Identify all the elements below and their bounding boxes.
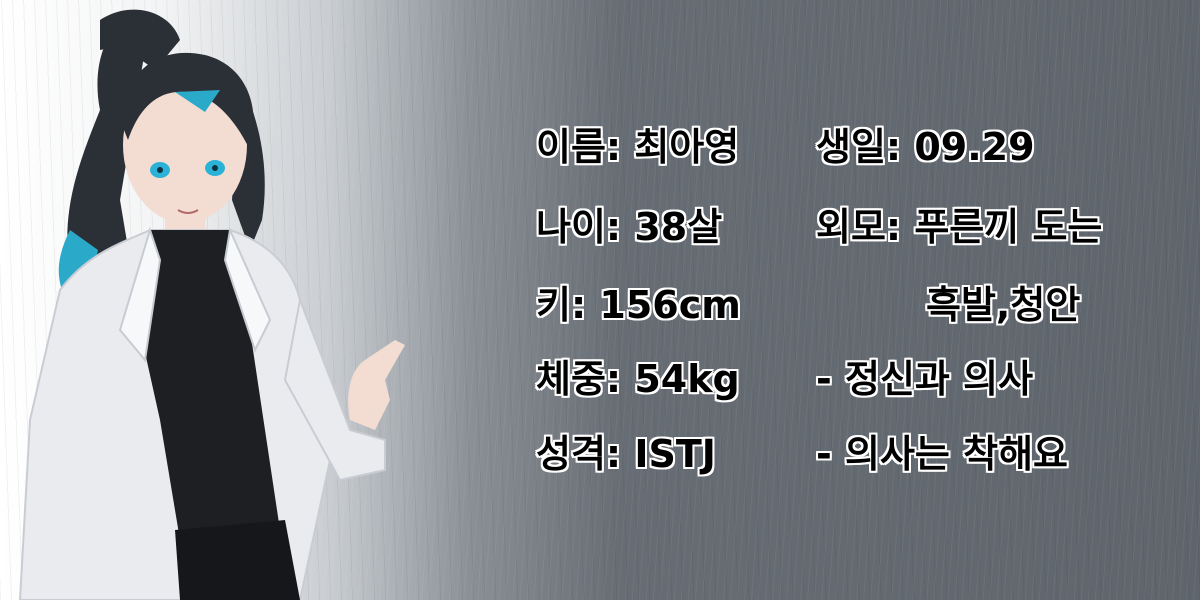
appearance-continued-text: 흑발,청안 — [926, 283, 1081, 327]
birthday-text: 생일: 09.29 — [816, 125, 1035, 169]
personality-text: 성격: ISTJ — [536, 432, 716, 476]
character-illustration — [18, 9, 405, 600]
job-text: - 정신과 의사 — [816, 357, 1034, 401]
name-text: 이름: 최아영 — [536, 125, 740, 169]
weight-text: 체중: 54kg — [536, 357, 740, 401]
appearance-text: 외모: 푸른끼 도는 — [816, 205, 1103, 249]
age-text: 나이: 38살 — [536, 205, 723, 249]
note-text: - 의사는 착해요 — [816, 432, 1068, 476]
profile-info: 이름: 최아영 생일: 09.29 나이: 38살 외모: 푸른끼 도는 키: … — [536, 0, 1176, 600]
height-text: 키: 156cm — [536, 283, 741, 327]
